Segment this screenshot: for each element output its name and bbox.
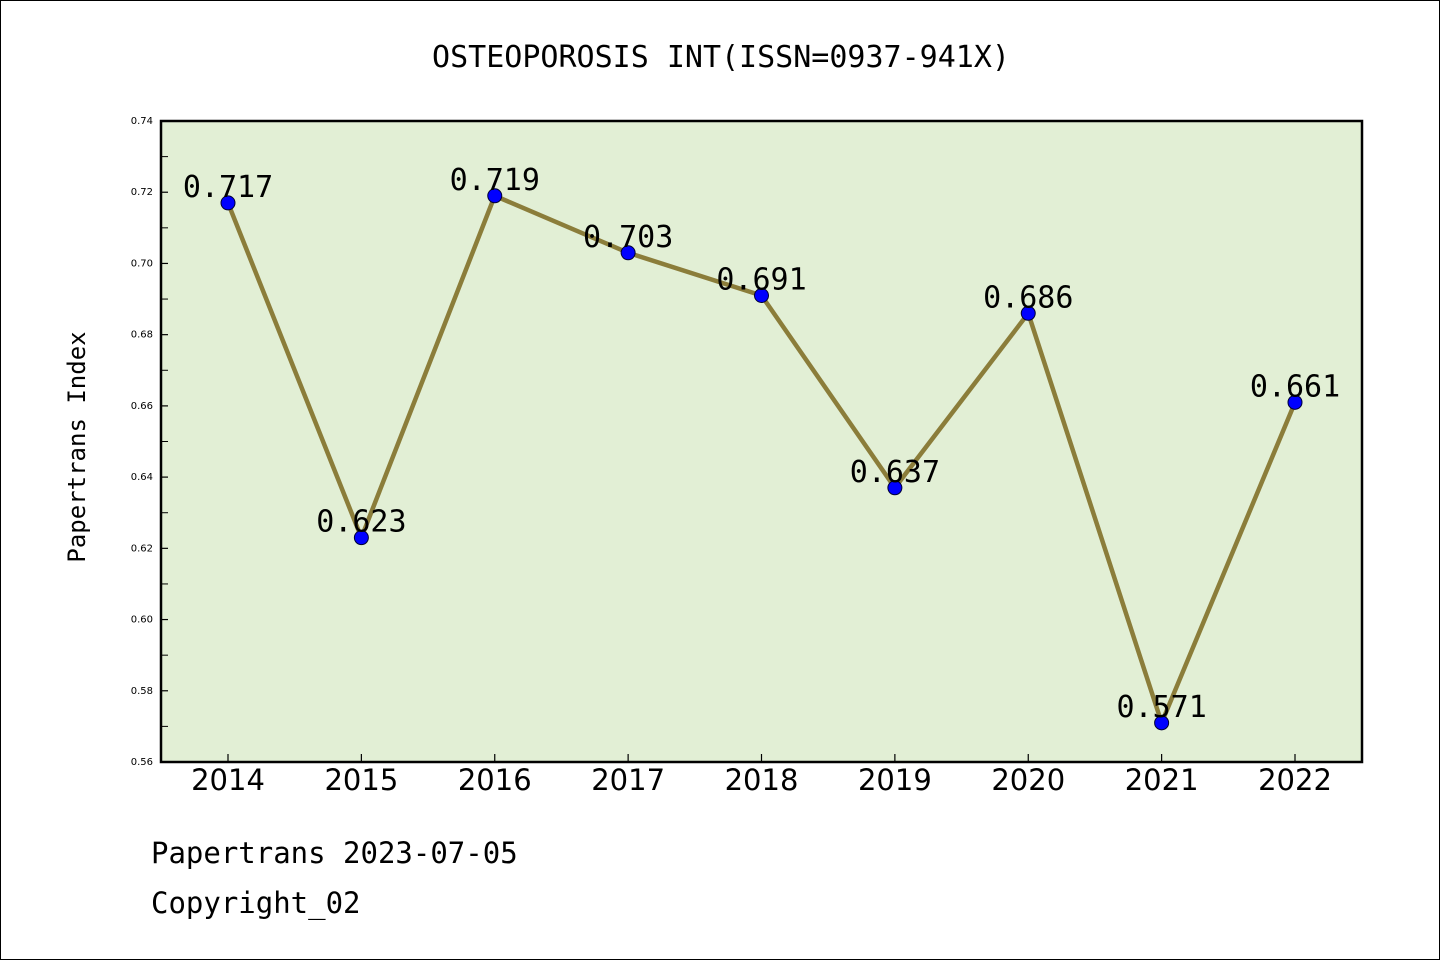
y-tick-label: 0.66 bbox=[131, 401, 153, 412]
y-tick-label: 0.56 bbox=[131, 757, 153, 768]
x-tick-label: 2021 bbox=[1125, 763, 1199, 797]
y-tick-label: 0.72 bbox=[131, 187, 153, 198]
x-tick-label: 2017 bbox=[591, 763, 665, 797]
data-label-layer: 0.717 0.623 0.719 0.703 0.691 0.637 0.686 0.571… bbox=[183, 163, 1340, 725]
data-point bbox=[620, 245, 636, 261]
x-tick-label: 2016 bbox=[458, 763, 532, 797]
axis-ticks: 0.56 0.58 0.60 0.62 0.64 0.66 0.68 0.70 0.72 0.74… bbox=[131, 116, 1332, 797]
y-axis-label: Papertrans Index bbox=[63, 331, 91, 562]
data-label: 0.661 bbox=[1250, 369, 1340, 404]
y-tick-label: 0.70 bbox=[131, 258, 153, 269]
y-tick-label: 0.60 bbox=[131, 615, 153, 626]
data-label: 0.571 bbox=[1116, 690, 1206, 725]
x-tick-label: 2020 bbox=[991, 763, 1065, 797]
y-tick-label: 0.58 bbox=[131, 686, 153, 697]
plot-area bbox=[161, 121, 1362, 762]
data-label: 0.691 bbox=[716, 262, 806, 297]
data-label: 0.686 bbox=[983, 280, 1073, 315]
data-point bbox=[1154, 715, 1170, 731]
data-point bbox=[487, 188, 503, 204]
data-point-layer bbox=[220, 188, 1303, 731]
plot-border bbox=[159, 119, 1364, 764]
data-label: 0.717 bbox=[183, 170, 273, 205]
chart-title: OSTEOPOROSIS INT(ISSN=0937-941X) bbox=[432, 40, 1010, 75]
data-label: 0.703 bbox=[583, 220, 673, 255]
x-tick-label: 2018 bbox=[725, 763, 799, 797]
x-tick-label: 2014 bbox=[191, 763, 265, 797]
data-label: 0.719 bbox=[450, 163, 540, 198]
data-point bbox=[754, 287, 769, 303]
source-date-text: Papertrans 2023-07-05 bbox=[151, 836, 518, 870]
y-tick-label: 0.62 bbox=[131, 543, 153, 554]
data-point bbox=[1020, 305, 1036, 321]
data-point bbox=[887, 480, 903, 496]
data-label: 0.637 bbox=[850, 455, 940, 490]
x-tick-label: 2015 bbox=[324, 763, 398, 797]
data-point bbox=[1287, 394, 1303, 410]
data-label: 0.623 bbox=[316, 505, 406, 540]
x-tick-label: 2019 bbox=[858, 763, 932, 797]
copyright-text: Copyright_02 bbox=[151, 886, 361, 920]
data-point bbox=[353, 530, 369, 546]
x-tick-label: 2022 bbox=[1258, 763, 1332, 797]
y-tick-label: 0.68 bbox=[131, 330, 153, 341]
y-tick-label: 0.64 bbox=[131, 472, 153, 483]
data-point bbox=[220, 195, 236, 211]
y-tick-label: 0.74 bbox=[131, 116, 153, 127]
